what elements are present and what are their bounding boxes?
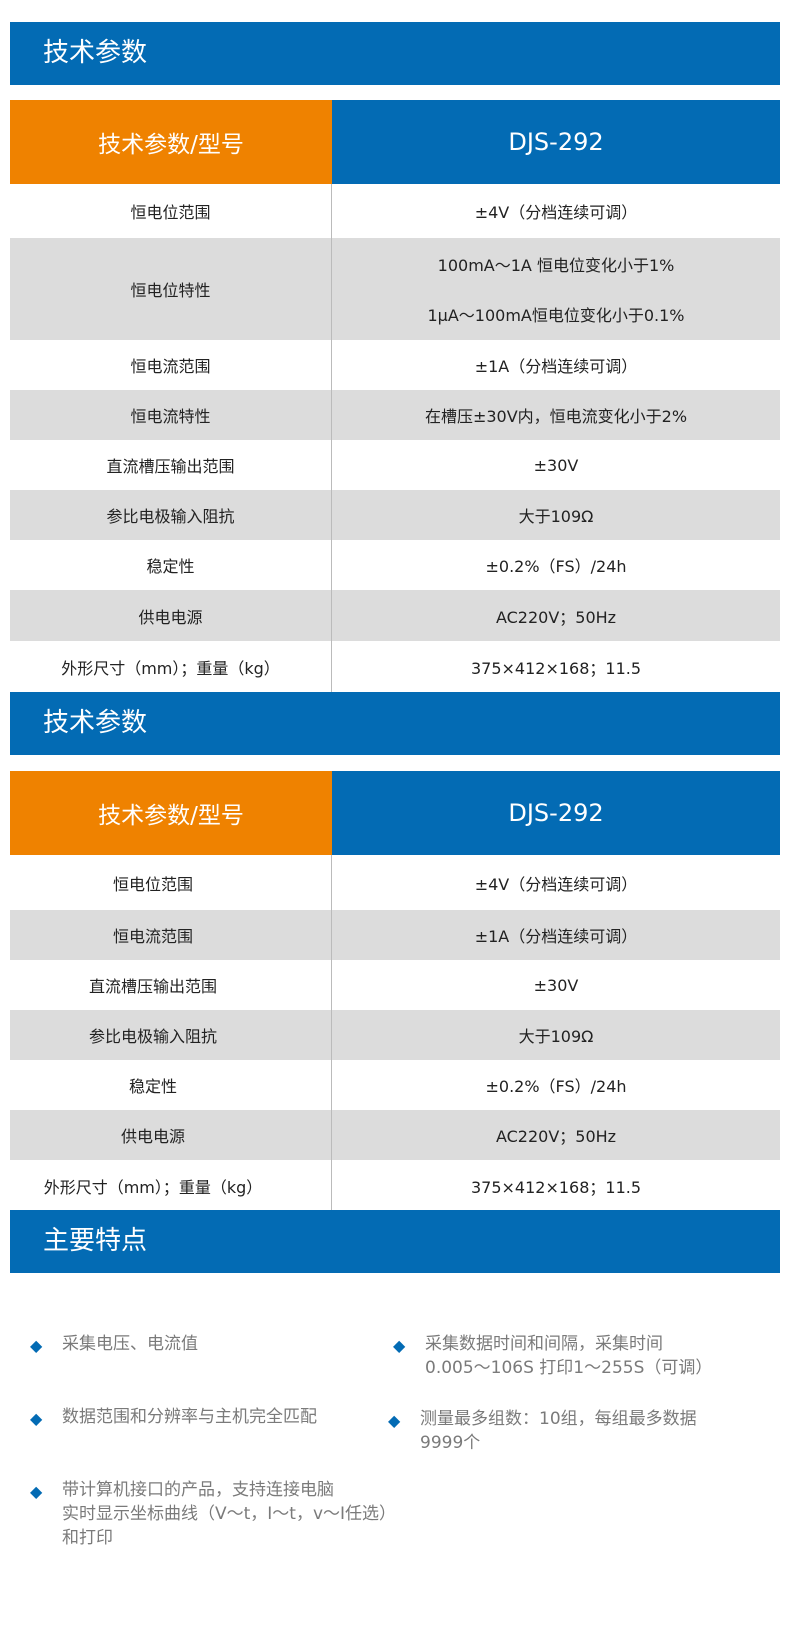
table-row: 外形尺寸（mm）；重量（kg） 375×412×168；11.5 — [10, 641, 780, 692]
table-row: 参比电极输入阻抗 大于109Ω — [10, 490, 780, 540]
param-value: 375×412×168；11.5 — [470, 658, 642, 678]
param-value: ±4V（分档连续可调） — [474, 203, 638, 222]
table-row: 恒电流范围 ±1A（分档连续可调） — [10, 340, 780, 390]
param-value: ±0.2%（FS）/24h — [485, 557, 627, 576]
param-value-cell: 375×412×168；11.5 — [332, 641, 780, 692]
table-row: 稳定性 ±0.2%（FS）/24h — [10, 1060, 780, 1110]
param-label: 恒电位范围 — [10, 855, 332, 910]
param-value-cell: ±30V — [332, 440, 780, 490]
param-label: 供电电源 — [10, 590, 332, 641]
param-label: 稳定性 — [10, 1060, 332, 1110]
feature-text: 采集电压、电流值 — [62, 1334, 198, 1354]
param-label: 恒电流特性 — [10, 390, 332, 440]
param-label: 恒电位特性 — [10, 238, 332, 340]
diamond-icon: ◆ — [388, 1411, 401, 1430]
param-value: ±30V — [533, 455, 579, 475]
param-value-cell: ±4V（分档连续可调） — [332, 184, 780, 238]
feature-item: ◆ 采集数据时间和间隔，采集时间 0.005～106S 打印1～255S（可调） — [393, 1332, 713, 1380]
diamond-icon: ◆ — [30, 1482, 43, 1501]
table-row: 直流槽压输出范围 ±30V — [10, 960, 780, 1010]
param-value: 大于109Ω — [518, 507, 594, 526]
feature-text: 和打印 — [62, 1528, 113, 1548]
feature-text: 0.005～106S 打印1～255S（可调） — [425, 1358, 713, 1378]
table-row: 恒电位特性 100mA～1A 恒电位变化小于1% 1μA～100mA恒电位变化小于0… — [10, 238, 780, 340]
feature-item: ◆ 测量最多组数：10组，每组最多数据 9999个 — [388, 1407, 697, 1455]
param-value: ±30V — [533, 975, 579, 995]
param-value-cell: 大于109Ω — [332, 1010, 780, 1060]
param-value-cell: ±0.2%（FS）/24h — [332, 540, 780, 590]
header-model: DJS-292 — [332, 771, 780, 855]
feature-item: ◆ 带计算机接口的产品，支持连接电脑实时显示坐标曲线（V～t，I～t，v～I任选）… — [30, 1478, 397, 1550]
param-value-cell: 在槽压±30V内，恒电流变化小于2% — [332, 390, 780, 440]
param-label: 参比电极输入阻抗 — [10, 490, 332, 540]
param-value: 1μA～100mA恒电位变化小于0.1% — [427, 306, 685, 325]
section-banner-2: 技术参数 — [10, 692, 780, 755]
param-label: 直流槽压输出范围 — [10, 440, 332, 490]
param-value-cell: 大于109Ω — [332, 490, 780, 540]
param-value: 100mA～1A 恒电位变化小于1% — [437, 256, 675, 275]
header-left: 技术参数/型号 — [10, 100, 332, 184]
diamond-icon: ◆ — [30, 1336, 43, 1355]
table-row: 外形尺寸（mm）；重量（kg） 375×412×168；11.5 — [10, 1160, 780, 1211]
table-row: 恒电位范围 ±4V（分档连续可调） — [10, 184, 780, 238]
param-value-cell: AC220V；50Hz — [332, 590, 780, 641]
param-label: 参比电极输入阻抗 — [10, 1010, 332, 1060]
param-label: 恒电流范围 — [10, 910, 332, 960]
header-left: 技术参数/型号 — [10, 771, 332, 855]
param-label: 外形尺寸（mm）；重量（kg） — [10, 1160, 332, 1211]
table-row: 恒电流特性 在槽压±30V内，恒电流变化小于2% — [10, 390, 780, 440]
param-value-cell: 100mA～1A 恒电位变化小于1% 1μA～100mA恒电位变化小于0.1% — [332, 238, 780, 340]
section-banner-features: 主要特点 — [10, 1210, 780, 1273]
param-label: 稳定性 — [10, 540, 332, 590]
param-value-cell: ±1A（分档连续可调） — [332, 340, 780, 390]
param-value: ±0.2%（FS）/24h — [485, 1077, 627, 1096]
param-label: 恒电流范围 — [10, 340, 332, 390]
table-row: 直流槽压输出范围 ±30V — [10, 440, 780, 490]
param-value-cell: 375×412×168；11.5 — [332, 1160, 780, 1211]
param-value: 375×412×168；11.5 — [470, 1177, 642, 1197]
spec-table-1: 技术参数/型号 DJS-292 恒电位范围 ±4V（分档连续可调） 恒电位特性 100m… — [10, 100, 780, 692]
spec-table-2: 技术参数/型号 DJS-292 恒电位范围 ±4V（分档连续可调） 恒电流范围 ±1A（… — [10, 771, 780, 1211]
feature-text: 测量最多组数：10组，每组最多数据 — [420, 1409, 697, 1429]
feature-text: 数据范围和分辨率与主机完全匹配 — [62, 1407, 317, 1427]
param-value: ±4V（分档连续可调） — [474, 874, 638, 894]
param-label: 外形尺寸（mm）；重量（kg） — [10, 641, 332, 692]
feature-item: ◆ 数据范围和分辨率与主机完全匹配 — [30, 1405, 317, 1429]
param-value-cell: ±1A（分档连续可调） — [332, 910, 780, 960]
param-value: 大于109Ω — [518, 1027, 594, 1046]
param-value-cell: AC220V；50Hz — [332, 1110, 780, 1160]
table-row: 恒电位范围 ±4V（分档连续可调） — [10, 855, 780, 910]
feature-text: 带计算机接口的产品，支持连接电脑 — [62, 1480, 334, 1500]
table-row: 供电电源 AC220V；50Hz — [10, 590, 780, 641]
param-value: ±1A（分档连续可调） — [474, 357, 638, 376]
diamond-icon: ◆ — [30, 1409, 43, 1428]
table-row: 稳定性 ±0.2%（FS）/24h — [10, 540, 780, 590]
feature-text: 采集数据时间和间隔，采集时间 — [425, 1334, 663, 1354]
param-value: ±1A（分档连续可调） — [474, 927, 638, 946]
feature-text: 实时显示坐标曲线（V～t，I～t，v～I任选） — [62, 1504, 397, 1524]
param-label: 直流槽压输出范围 — [10, 960, 332, 1010]
feature-item: ◆ 采集电压、电流值 — [30, 1332, 198, 1356]
table-row: 参比电极输入阻抗 大于109Ω — [10, 1010, 780, 1060]
table-row: 供电电源 AC220V；50Hz — [10, 1110, 780, 1160]
header-model: DJS-292 — [332, 100, 780, 184]
param-value: AC220V；50Hz — [495, 1127, 617, 1146]
param-value: 在槽压±30V内，恒电流变化小于2% — [424, 407, 688, 426]
param-value-cell: ±4V（分档连续可调） — [332, 855, 780, 910]
param-value-cell: ±30V — [332, 960, 780, 1010]
table-row: 恒电流范围 ±1A（分档连续可调） — [10, 910, 780, 960]
feature-text: 9999个 — [420, 1433, 481, 1453]
diamond-icon: ◆ — [393, 1336, 406, 1355]
section-banner-1: 技术参数 — [10, 22, 780, 85]
param-label: 供电电源 — [10, 1110, 332, 1160]
param-value: AC220V；50Hz — [495, 607, 617, 627]
param-label: 恒电位范围 — [10, 184, 332, 238]
param-value-cell: ±0.2%（FS）/24h — [332, 1060, 780, 1110]
